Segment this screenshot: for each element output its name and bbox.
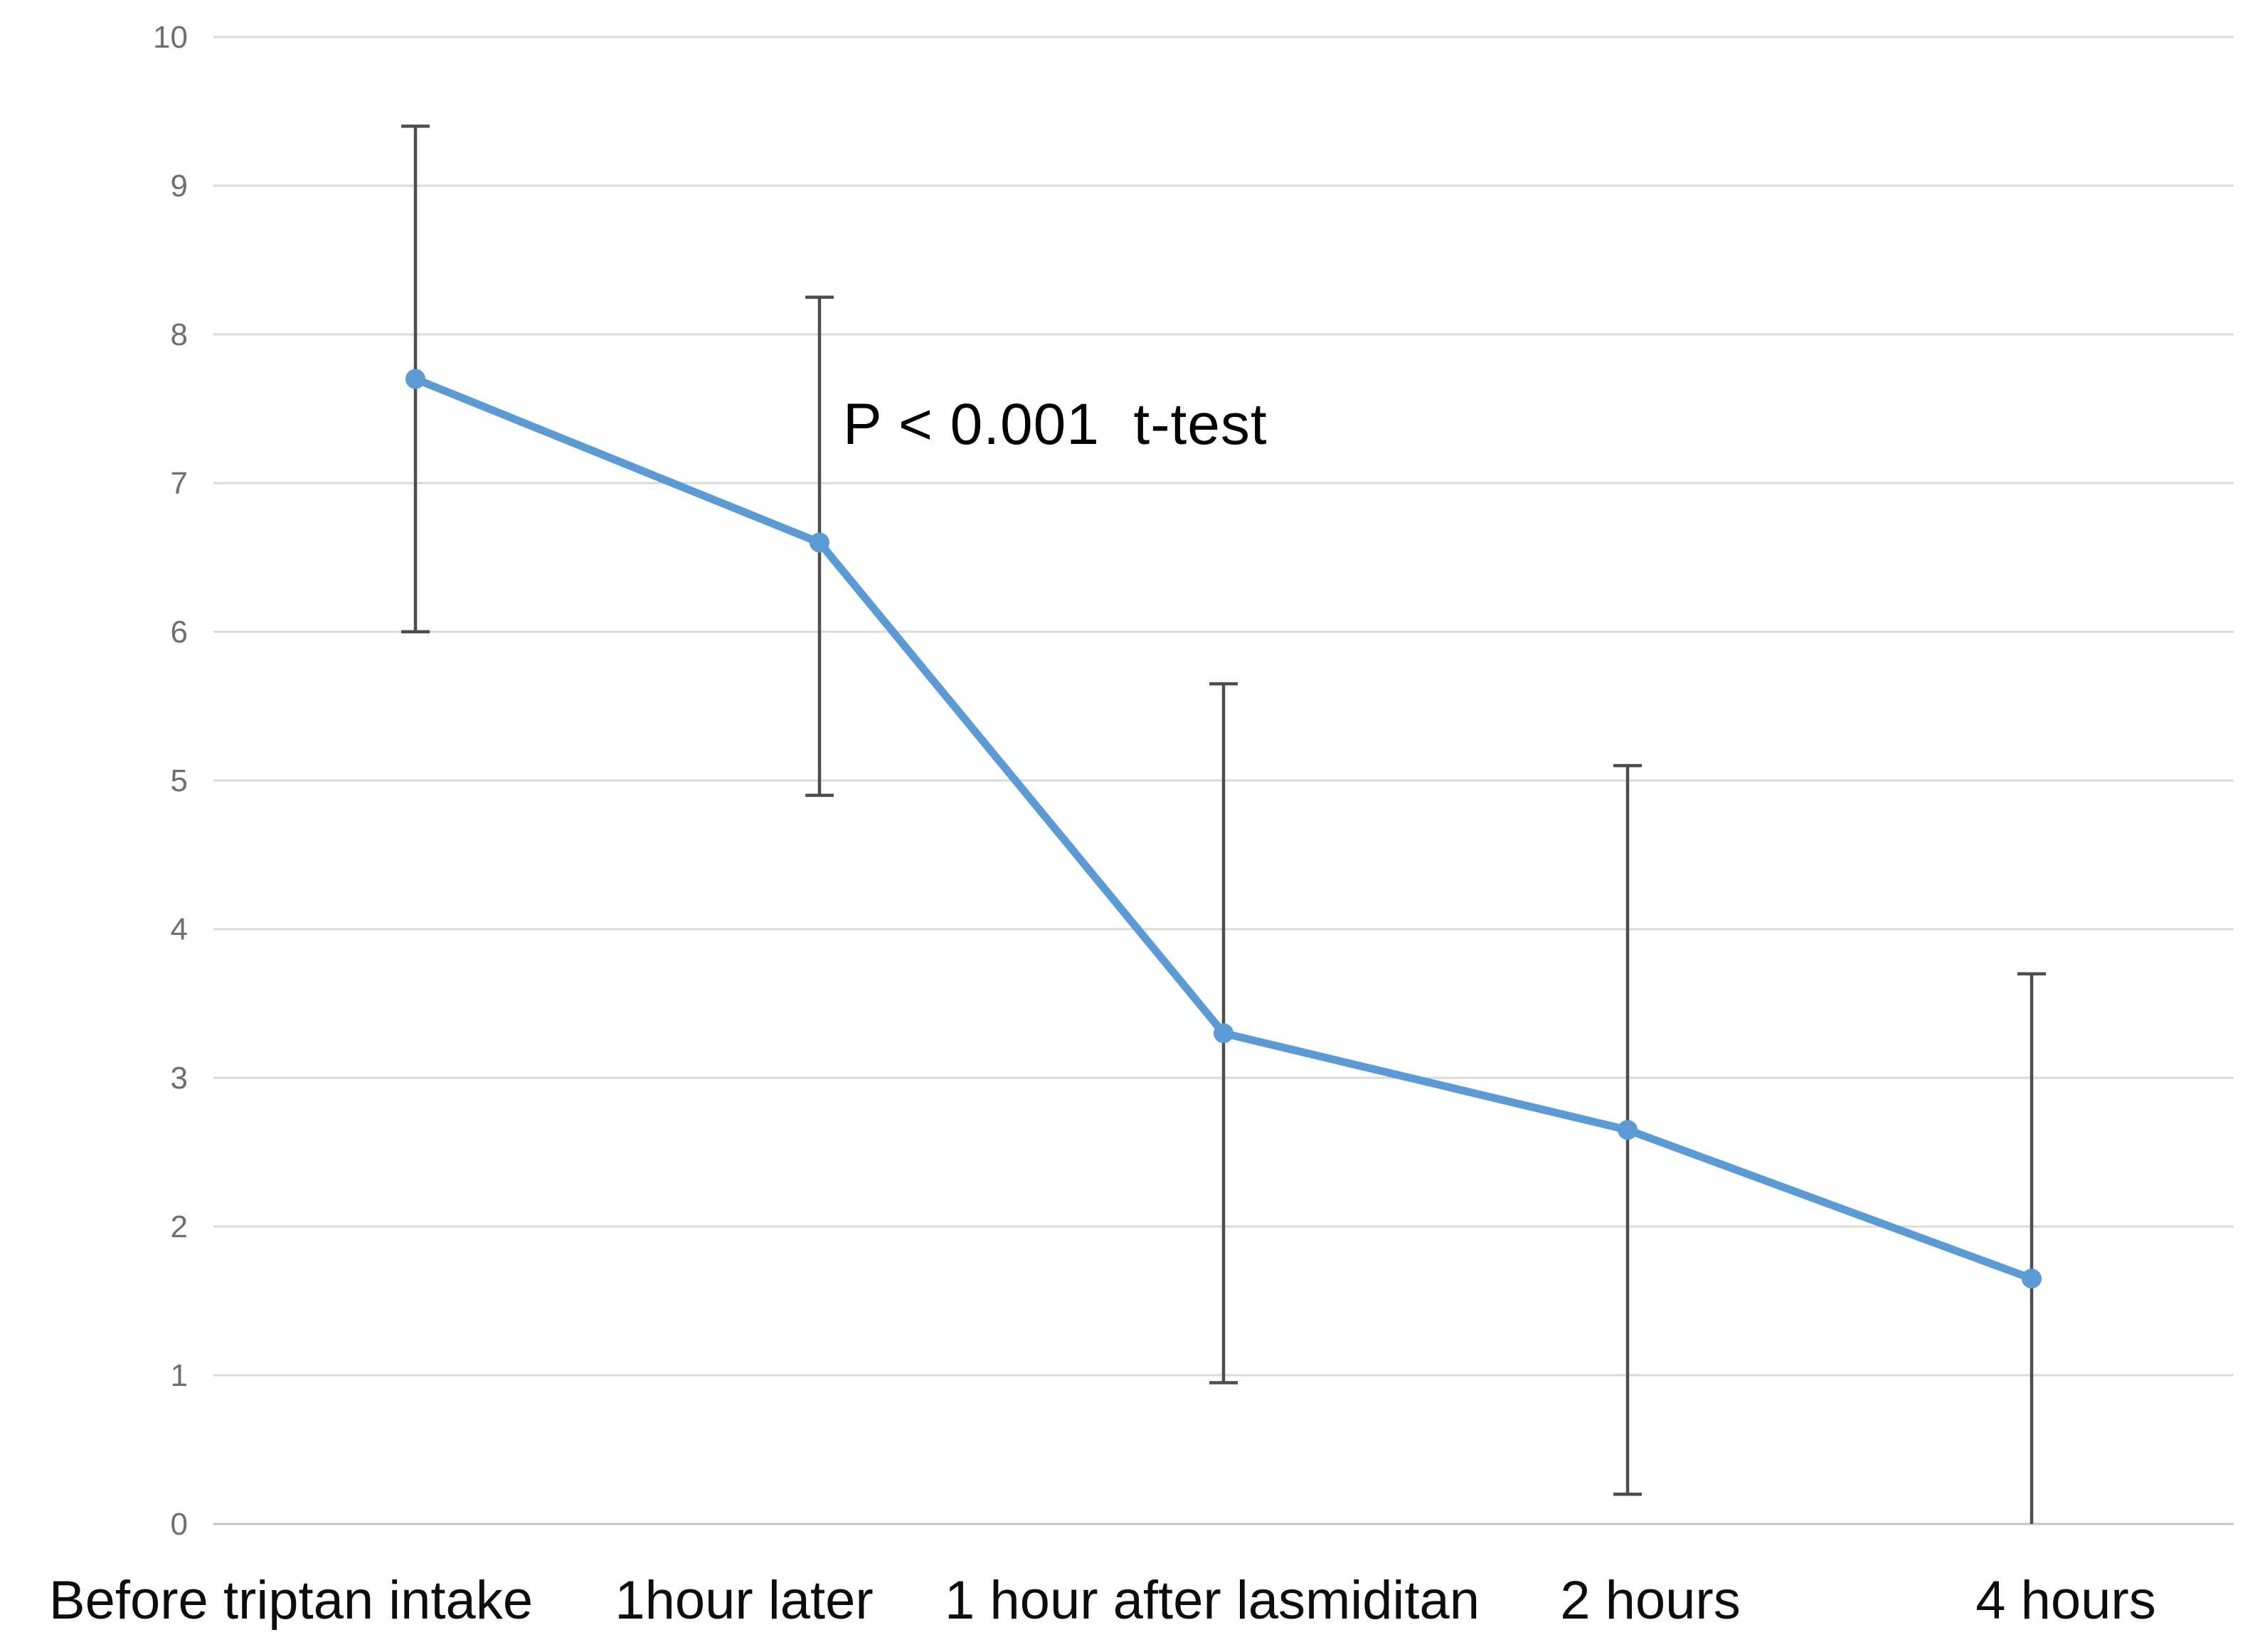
data-point-marker <box>1618 1120 1638 1140</box>
y-tick-label: 10 <box>153 20 188 55</box>
y-tick-label: 7 <box>171 466 188 501</box>
y-tick-label: 9 <box>171 169 188 203</box>
y-tick-label: 4 <box>171 912 188 947</box>
data-point-marker <box>810 532 829 553</box>
y-tick-label: 1 <box>171 1358 188 1393</box>
y-tick-label: 0 <box>171 1507 188 1542</box>
x-axis-labels: Before triptan intake 1hour later 1 hour a… <box>0 1571 2260 1649</box>
y-tick-label: 2 <box>171 1209 188 1244</box>
x-axis-label: 4 hours <box>1975 1570 2156 1631</box>
y-tick-label: 5 <box>171 763 188 798</box>
data-point-marker <box>1214 1023 1234 1044</box>
x-axis-label: 2 hours <box>1560 1570 1741 1631</box>
y-tick-label: 6 <box>171 615 188 650</box>
x-axis-label: 1hour later <box>615 1570 874 1631</box>
y-tick-label: 8 <box>171 317 188 352</box>
data-point-marker <box>2022 1269 2042 1289</box>
x-axis-label: Before triptan intake <box>48 1570 534 1631</box>
y-tick-label: 3 <box>171 1061 188 1096</box>
pvalue-annotation: P < 0.001 t-test <box>843 392 1268 457</box>
x-axis-label: 1 hour after lasmiditan <box>945 1570 1480 1631</box>
data-point-marker <box>405 369 425 389</box>
